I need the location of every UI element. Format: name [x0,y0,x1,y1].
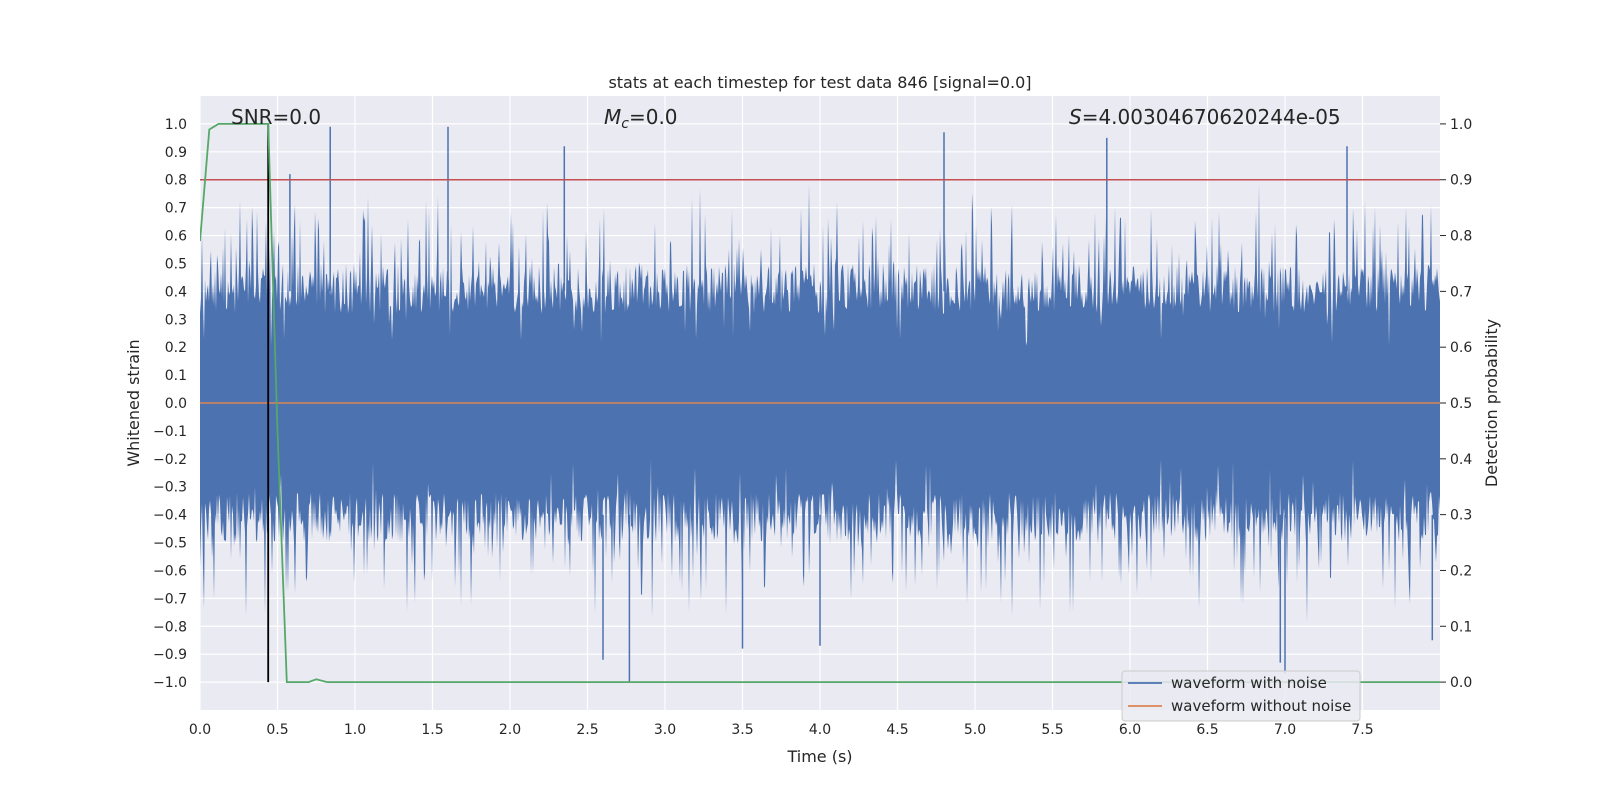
s-value: =4.00304670620244e-05 [1082,105,1341,129]
x-tick-label: 7.0 [1274,722,1296,738]
x-axis-ticks: 0.0 0.5 1.0 1.5 2.0 2.5 3.0 3.5 4.0 4.5 5.0 5.5 6.0 6… [189,722,1374,738]
mc-annotation: Mc=0.0 [604,105,678,132]
y-right-tick-label: 0.0 [1450,675,1472,691]
y-tick-label: 0.8 [165,173,187,189]
x-tick-label: 3.5 [731,722,753,738]
y-tick-label: −0.2 [153,452,187,468]
y-right-tick-label: 0.2 [1450,563,1472,579]
y-tick-label: 0.7 [165,201,187,217]
y-tick-label: −0.1 [153,424,187,440]
y-right-tick-label: 0.6 [1450,340,1472,356]
x-tick-label: 6.0 [1119,722,1141,738]
x-tick-label: 0.0 [189,722,211,738]
legend: waveform with noise waveform without noi… [1121,670,1361,722]
y-tick-label: −0.3 [153,480,187,496]
y-right-tick-label: 0.9 [1450,173,1472,189]
x-tick-label: 3.0 [654,722,676,738]
x-axis-label: Time (s) [786,747,852,766]
y-tick-label: −0.7 [153,591,187,607]
y-tick-label: 0.9 [165,145,187,161]
y-tick-label: −0.6 [153,563,187,579]
mc-value: =0.0 [629,105,678,129]
y-tick-label: 0.6 [165,229,187,245]
x-tick-label: 4.0 [809,722,831,738]
y-right-axis-ticks: 0.0 0.1 0.2 0.3 0.4 0.5 0.6 0.7 0.8 0.9 1.0 [1440,117,1472,691]
mc-symbol: M [604,105,621,129]
x-tick-label: 5.5 [1041,722,1063,738]
y-axis-ticks: −1.0 −0.9 −0.8 −0.7 −0.6 −0.5 −0.4 −0.3 −0.2 −0.1… [153,117,187,691]
y-tick-label: −0.4 [153,508,187,524]
x-tick-label: 6.5 [1196,722,1218,738]
y-right-axis-label: Detection probability [1482,319,1501,487]
y-right-tick-label: 0.5 [1450,396,1472,412]
chart-title: stats at each timestep for test data 846… [608,73,1031,92]
y-tick-label: 1.0 [165,117,187,133]
x-tick-label: 2.0 [499,722,521,738]
x-tick-label: 1.0 [344,722,366,738]
y-tick-label: −1.0 [153,675,187,691]
y-axis-label: Whitened strain [124,339,143,466]
s-symbol: S [1069,105,1082,129]
y-right-tick-label: 0.8 [1450,229,1472,245]
y-tick-label: 0.1 [165,368,187,384]
x-tick-label: 5.0 [964,722,986,738]
legend-label-noise: waveform with noise [1171,674,1327,692]
y-right-tick-label: 0.1 [1450,619,1472,635]
y-tick-label: 0.3 [165,312,187,328]
y-right-tick-label: 0.3 [1450,508,1472,524]
y-tick-label: 0.5 [165,256,187,272]
x-tick-label: 0.5 [266,722,288,738]
y-right-tick-label: 1.0 [1450,117,1472,133]
x-tick-label: 1.5 [421,722,443,738]
legend-label-clean: waveform without noise [1171,697,1351,715]
x-tick-label: 4.5 [886,722,908,738]
snr-annotation: SNR=0.0 [231,105,321,129]
x-tick-label: 2.5 [576,722,598,738]
y-right-tick-label: 0.7 [1450,284,1472,300]
s-annotation: S=4.00304670620244e-05 [1069,105,1341,129]
noise-spikes [289,126,1434,683]
y-tick-label: 0.0 [165,396,187,412]
y-tick-label: 0.2 [165,340,187,356]
y-tick-label: 0.4 [165,284,187,300]
y-tick-label: −0.5 [153,536,187,552]
y-tick-label: −0.9 [153,647,187,663]
y-right-tick-label: 0.4 [1450,452,1472,468]
y-tick-label: −0.8 [153,619,187,635]
x-tick-label: 7.5 [1351,722,1373,738]
mc-subscript: c [621,116,629,132]
detection-probability-line [200,123,1440,683]
legend-box [1121,670,1361,722]
